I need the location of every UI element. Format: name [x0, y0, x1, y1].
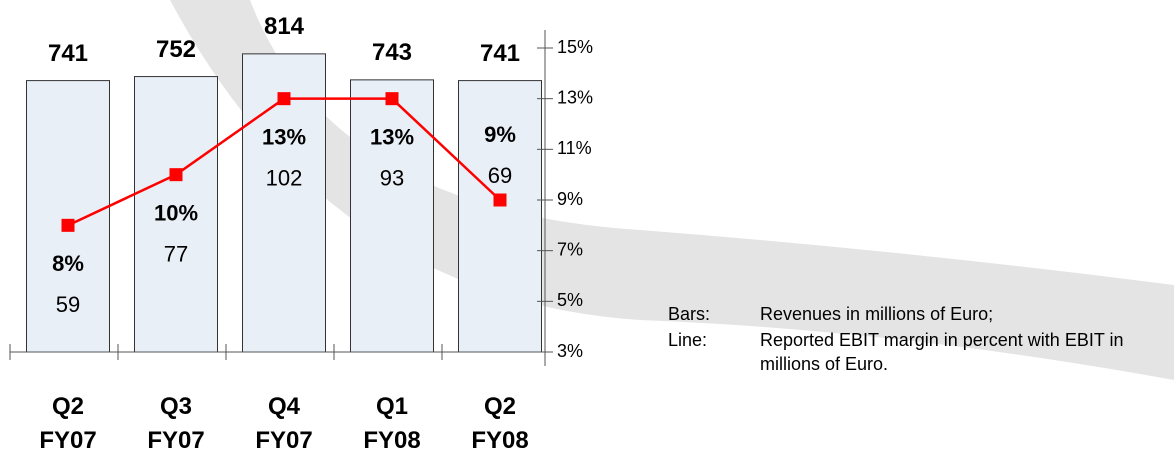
- line-marker: [277, 92, 291, 106]
- x-tick-label: Q2 FY07: [39, 393, 97, 454]
- note-text: Revenues in millions of Euro;: [760, 304, 994, 324]
- x-tick-label: Q3 FY07: [147, 393, 205, 454]
- ebit-label: 69: [488, 163, 512, 188]
- y2-tick-label: 11%: [557, 138, 592, 158]
- y2-tick-label: 15%: [557, 37, 593, 57]
- line-value-label: 13%: [262, 124, 306, 149]
- bar-value-label: 741: [480, 40, 520, 67]
- bar: [458, 80, 542, 353]
- bar-value-label: 741: [48, 40, 88, 67]
- bar: [134, 76, 218, 353]
- ebit-label: 93: [380, 165, 404, 190]
- ebit-label: 77: [164, 241, 188, 266]
- bar-value-label: 743: [372, 39, 412, 66]
- bar: [350, 79, 434, 353]
- bar-value-label: 814: [264, 13, 305, 40]
- y2-tick-label: 7%: [557, 239, 583, 259]
- y2-tick-label: 9%: [557, 189, 583, 209]
- line-marker: [385, 92, 399, 106]
- x-tick-label: Q4 FY07: [255, 393, 313, 454]
- note-key: Line:: [668, 330, 708, 350]
- x-tick-label: Q1 FY08: [363, 393, 421, 454]
- bar-value-label: 752: [156, 36, 196, 63]
- line-marker: [61, 218, 75, 232]
- y2-tick-label: 13%: [557, 87, 593, 107]
- note-text: Reported EBIT margin in percent with EBI…: [760, 330, 1124, 374]
- background-swoosh: [170, 0, 1174, 380]
- line-value-label: 8%: [52, 251, 84, 276]
- y2-tick-label: 3%: [557, 341, 583, 361]
- line-value-label: 9%: [484, 122, 516, 147]
- x-tick-label: Q2 FY08: [471, 393, 529, 454]
- line-value-label: 10%: [154, 200, 198, 225]
- ebit-label: 59: [56, 292, 80, 317]
- y2-tick-label: 5%: [557, 290, 583, 310]
- ebit-label: 102: [266, 165, 303, 190]
- line-marker: [169, 168, 183, 182]
- bar: [26, 80, 110, 353]
- note-key: Bars:: [668, 304, 711, 324]
- line-value-label: 13%: [370, 124, 414, 149]
- line-marker: [493, 193, 507, 207]
